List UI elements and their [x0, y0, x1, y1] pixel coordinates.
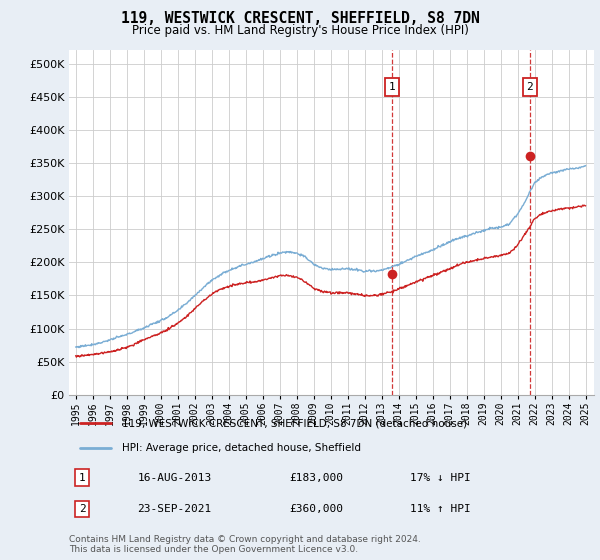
Text: £183,000: £183,000 — [290, 473, 343, 483]
Text: HPI: Average price, detached house, Sheffield: HPI: Average price, detached house, Shef… — [121, 442, 361, 452]
Text: 119, WESTWICK CRESCENT, SHEFFIELD, S8 7DN (detached house): 119, WESTWICK CRESCENT, SHEFFIELD, S8 7D… — [121, 418, 467, 428]
Text: £360,000: £360,000 — [290, 504, 343, 514]
Text: Contains HM Land Registry data © Crown copyright and database right 2024.
This d: Contains HM Land Registry data © Crown c… — [69, 535, 421, 554]
Text: 1: 1 — [79, 473, 86, 483]
Text: 17% ↓ HPI: 17% ↓ HPI — [410, 473, 471, 483]
Text: 2: 2 — [526, 82, 533, 92]
Text: 1: 1 — [389, 82, 395, 92]
Text: 11% ↑ HPI: 11% ↑ HPI — [410, 504, 471, 514]
Text: Price paid vs. HM Land Registry's House Price Index (HPI): Price paid vs. HM Land Registry's House … — [131, 24, 469, 36]
Text: 16-AUG-2013: 16-AUG-2013 — [137, 473, 212, 483]
Text: 23-SEP-2021: 23-SEP-2021 — [137, 504, 212, 514]
Text: 2: 2 — [79, 504, 86, 514]
Text: 119, WESTWICK CRESCENT, SHEFFIELD, S8 7DN: 119, WESTWICK CRESCENT, SHEFFIELD, S8 7D… — [121, 11, 479, 26]
